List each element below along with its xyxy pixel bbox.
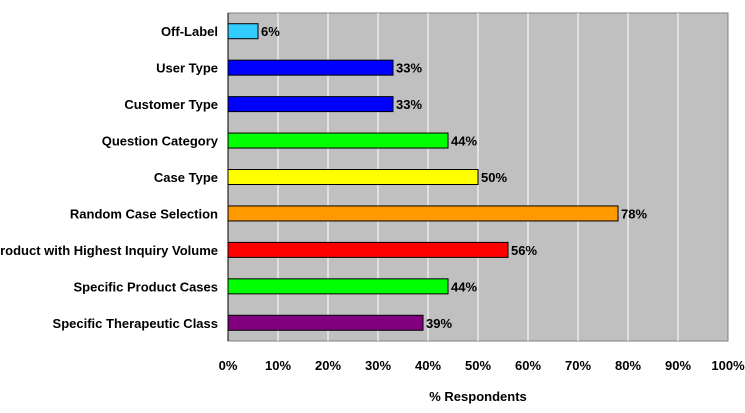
x-tick-label: 80% — [615, 358, 641, 373]
x-tick-label: 40% — [415, 358, 441, 373]
category-label: Question Category — [102, 134, 219, 149]
data-label: 50% — [481, 170, 507, 185]
x-tick-label: 90% — [665, 358, 691, 373]
bar — [227, 132, 449, 149]
x-tick-label: 50% — [465, 358, 491, 373]
x-tick-label: 100% — [711, 358, 745, 373]
category-label: Product with Highest Inquiry Volume — [0, 243, 218, 258]
x-tick-label: 0% — [219, 358, 238, 373]
x-tick-label: 70% — [565, 358, 591, 373]
category-labels: Off-Label User Type Customer Type Question … — [0, 24, 219, 331]
bar — [227, 314, 424, 331]
category-label: Off-Label — [161, 24, 218, 39]
bar — [227, 241, 509, 258]
data-label: 78% — [621, 206, 647, 221]
x-tick-label: 60% — [515, 358, 541, 373]
category-label: User Type — [156, 61, 218, 76]
bar — [227, 205, 619, 222]
category-label: Specific Therapeutic Class — [53, 316, 218, 331]
x-axis-title: % Respondents — [429, 389, 527, 404]
data-label: 6% — [261, 24, 280, 39]
bars — [227, 23, 619, 331]
bar — [227, 96, 394, 113]
data-label: 39% — [426, 316, 452, 331]
category-label: Customer Type — [124, 97, 218, 112]
data-label: 44% — [451, 134, 477, 149]
data-label: 33% — [396, 61, 422, 76]
category-label: Case Type — [154, 170, 218, 185]
x-tick-label: 20% — [315, 358, 341, 373]
data-label: 44% — [451, 279, 477, 294]
x-tick-labels: 0% 10% 20% 30% 40% 50% 60% 70% 80% 90% 100% — [219, 358, 745, 373]
category-label: Random Case Selection — [70, 206, 218, 221]
bar — [227, 169, 479, 185]
bar — [227, 59, 394, 76]
category-label: Specific Product Cases — [74, 279, 219, 294]
x-tick-label: 10% — [265, 358, 291, 373]
bar — [227, 23, 259, 40]
bar — [227, 278, 449, 295]
data-labels: 6% 33% 33% 44% 50% 78% 56% 44% 39% — [261, 24, 647, 331]
x-tick-label: 30% — [365, 358, 391, 373]
data-label: 56% — [511, 243, 537, 258]
data-label: 33% — [396, 97, 422, 112]
